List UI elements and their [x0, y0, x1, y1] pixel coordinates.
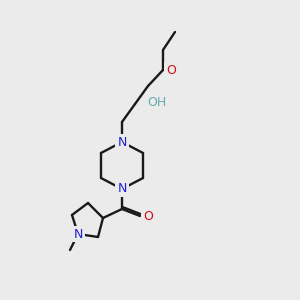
Text: O: O — [166, 64, 176, 76]
Text: N: N — [117, 136, 127, 148]
Text: N: N — [117, 182, 127, 196]
Text: OH: OH — [147, 95, 167, 109]
Text: O: O — [143, 209, 153, 223]
Text: N: N — [73, 227, 83, 241]
